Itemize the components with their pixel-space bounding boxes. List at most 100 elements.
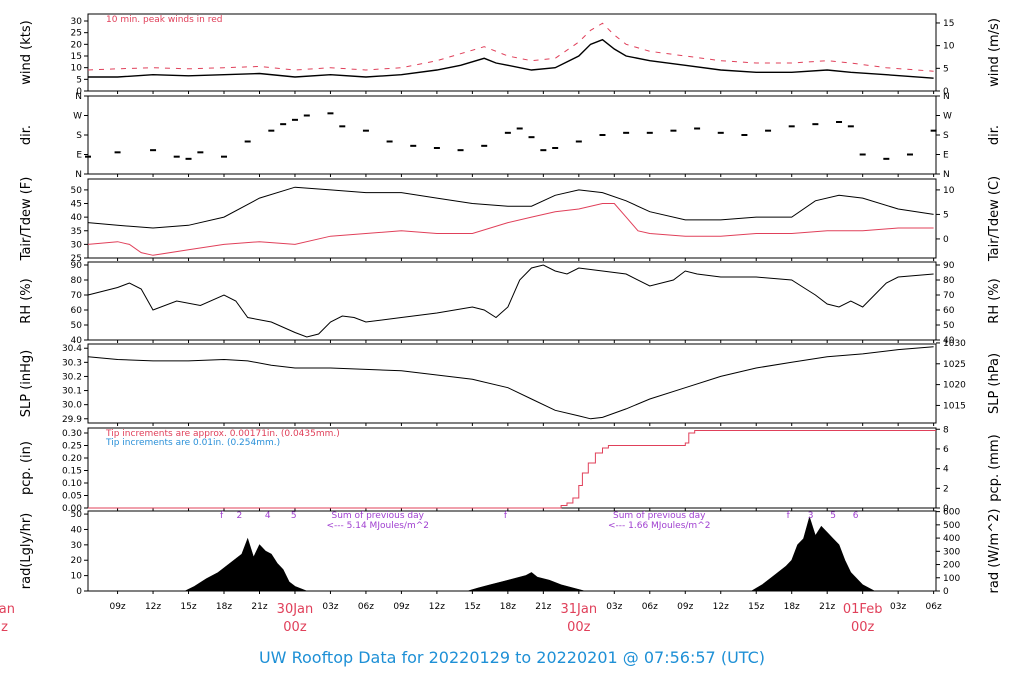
y2-tick-label: 1030 bbox=[943, 339, 966, 349]
y2-tick-label: N bbox=[943, 92, 950, 102]
panel-dir bbox=[84, 95, 940, 177]
y-tick-label: 0.05 bbox=[62, 492, 82, 502]
y-tick-label: N bbox=[75, 92, 82, 102]
y2-axis-label: rad (W/m^2) bbox=[987, 509, 1002, 594]
y-axis-label: pcp. (in) bbox=[19, 441, 34, 495]
y-tick-label: W bbox=[73, 112, 82, 122]
y2-axis-label: RH (%) bbox=[987, 278, 1002, 323]
y-tick-label: S bbox=[76, 131, 82, 141]
y-axis-label: SLP (inHg) bbox=[19, 350, 34, 418]
rad-flag: 6 bbox=[853, 511, 859, 521]
panel-slp bbox=[84, 342, 940, 426]
rad-flag: 5 bbox=[830, 511, 836, 521]
x-tick-label: 18z bbox=[784, 602, 800, 612]
y2-tick-label: W bbox=[943, 112, 952, 122]
y-tick-label: 20 bbox=[71, 40, 83, 50]
x-tick-label: 03z bbox=[322, 602, 338, 612]
y2-tick-label: 0 bbox=[943, 504, 949, 514]
x-tick-label: 12z bbox=[429, 602, 445, 612]
series-pcp bbox=[88, 430, 936, 509]
y-tick-label: 30 bbox=[71, 17, 83, 27]
y2-tick-label: 0 bbox=[943, 587, 949, 597]
y-tick-label: 70 bbox=[71, 291, 83, 301]
series-Tdew bbox=[87, 203, 934, 256]
y-tick-label: 90 bbox=[71, 261, 83, 271]
y-tick-label: 10 bbox=[71, 572, 83, 582]
y-axis-label: Tair/Tdew (F) bbox=[19, 177, 34, 262]
y-tick-label: 30.2 bbox=[62, 372, 82, 382]
x-tick-label: 12z bbox=[713, 602, 729, 612]
x-date-label-left: an bbox=[0, 602, 15, 617]
y-tick-label: 0.20 bbox=[62, 454, 82, 464]
y2-axis-label: wind (m/s) bbox=[987, 18, 1002, 87]
y2-tick-label: 0 bbox=[943, 87, 949, 97]
y2-tick-label: 1025 bbox=[943, 360, 966, 370]
y2-tick-label: S bbox=[943, 131, 949, 141]
y2-tick-label: 5 bbox=[943, 210, 949, 220]
panel-frame bbox=[87, 343, 937, 424]
x-tick-label: 03z bbox=[890, 602, 906, 612]
y2-axis-label: pcp. (mm) bbox=[987, 434, 1002, 501]
x-date-sub-label: 00z bbox=[283, 620, 307, 635]
y-tick-label: 80 bbox=[71, 276, 83, 286]
y2-tick-label: N bbox=[943, 170, 950, 180]
y2-tick-label: 0 bbox=[943, 235, 949, 245]
y2-tick-label: 6 bbox=[943, 445, 949, 455]
x-tick-label: 21z bbox=[251, 602, 267, 612]
y-tick-label: 30.3 bbox=[62, 358, 82, 368]
x-date-label: 30Jan bbox=[277, 602, 314, 617]
x-tick-label: 09z bbox=[677, 602, 693, 612]
y-tick-label: E bbox=[76, 151, 82, 161]
y-tick-label: 30.0 bbox=[62, 401, 82, 411]
footer-title: UW Rooftop Data for 20220129 to 20220201… bbox=[258, 648, 766, 667]
x-tick-label: 03z bbox=[606, 602, 622, 612]
x-tick-label: 18z bbox=[216, 602, 232, 612]
y2-tick-label: 40 bbox=[943, 336, 955, 346]
y-tick-label: 60 bbox=[71, 306, 83, 316]
rad-annotation-2: <--- 5.14 MJoules/m^2 bbox=[327, 521, 429, 531]
y-tick-label: 50 bbox=[71, 321, 83, 331]
panel-rh bbox=[84, 261, 940, 343]
y2-tick-label: 200 bbox=[943, 561, 960, 571]
y2-tick-label: 15 bbox=[943, 19, 954, 29]
series-RH bbox=[87, 264, 934, 338]
series-Tair bbox=[87, 186, 934, 229]
y-axis-label: rad(Lgly/hr) bbox=[19, 513, 34, 589]
y2-tick-label: 300 bbox=[943, 547, 960, 557]
panel-wind bbox=[84, 13, 940, 94]
panel-frame bbox=[87, 178, 937, 259]
x-tick-label: 06z bbox=[358, 602, 374, 612]
panel-frame bbox=[87, 261, 937, 341]
x-tick-label: 09z bbox=[109, 602, 125, 612]
y-tick-label: 30.4 bbox=[62, 344, 82, 354]
y2-tick-label: 80 bbox=[943, 276, 955, 286]
y-tick-label: 0.30 bbox=[62, 429, 82, 439]
x-tick-label: 12z bbox=[145, 602, 161, 612]
y-axis-label: dir. bbox=[19, 125, 34, 145]
y-tick-label: 40 bbox=[71, 213, 83, 223]
x-tick-label: 21z bbox=[819, 602, 835, 612]
x-date-sub-label-left: z bbox=[1, 620, 8, 635]
y2-tick-label: 400 bbox=[943, 534, 960, 544]
rad-annotation-3: Sum of previous day bbox=[613, 511, 706, 521]
rad-flag: 4 bbox=[265, 511, 271, 521]
x-date-sub-label: 00z bbox=[851, 620, 875, 635]
x-date-sub-label: 00z bbox=[567, 620, 591, 635]
y-tick-label: 30.1 bbox=[62, 387, 82, 397]
x-tick-label: 09z bbox=[393, 602, 409, 612]
y2-tick-label: E bbox=[943, 151, 949, 161]
y-tick-label: 25 bbox=[71, 254, 82, 264]
y-tick-label: 50 bbox=[71, 186, 83, 196]
x-date-label: 01Feb bbox=[843, 602, 883, 617]
x-tick-label: 15z bbox=[180, 602, 196, 612]
y2-tick-label: 8 bbox=[943, 425, 949, 435]
y-tick-label: 30 bbox=[71, 541, 83, 551]
y2-axis-label: SLP (hPa) bbox=[987, 353, 1002, 414]
y2-axis-label: dir. bbox=[987, 125, 1002, 145]
y2-tick-label: 50 bbox=[943, 321, 955, 331]
panel-frame bbox=[87, 13, 937, 92]
rad-flag: f bbox=[220, 511, 224, 521]
y-tick-label: 20 bbox=[71, 556, 83, 566]
rad-flag: f bbox=[504, 511, 508, 521]
x-tick-label: 21z bbox=[535, 602, 551, 612]
